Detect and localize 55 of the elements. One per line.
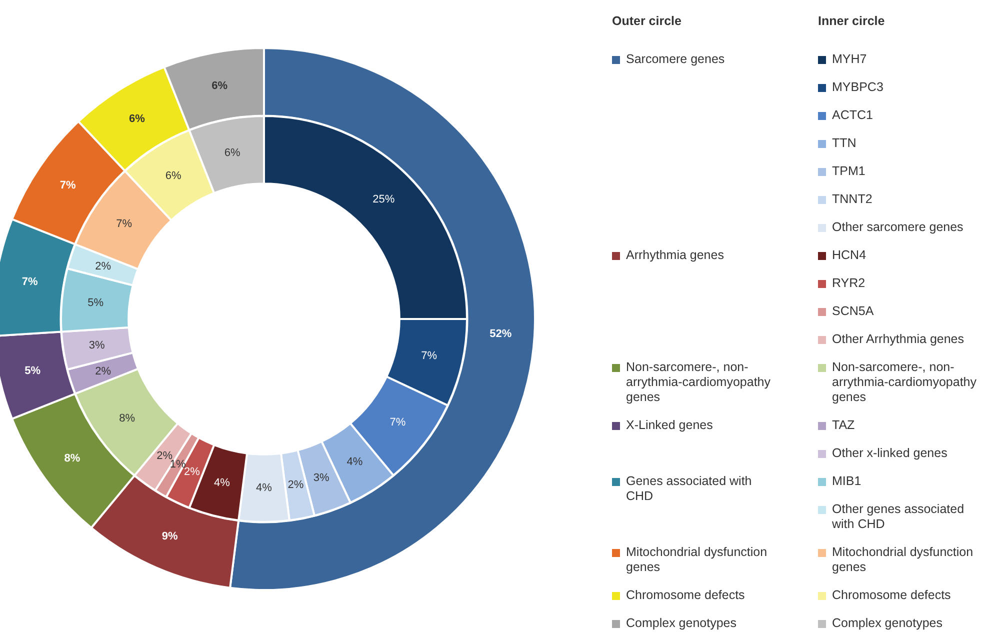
data-label: 2%	[156, 450, 173, 462]
data-label: 7%	[421, 350, 438, 362]
data-label: 7%	[116, 218, 132, 230]
legend-label: Chromosome defects	[832, 588, 951, 603]
legend-label: Arrhythmia genes	[626, 248, 724, 263]
legend-title: Outer circle	[612, 14, 682, 28]
legend-label: TAZ	[832, 418, 855, 433]
legend-label: MYBPC3	[832, 80, 884, 95]
legend-label: Complex genotypes	[626, 616, 736, 631]
data-label: 6%	[165, 170, 182, 182]
legend-label: Sarcomere genes	[626, 52, 725, 67]
legend-label: Other genes associated with CHD	[832, 502, 966, 532]
legend-label: Chromosome defects	[626, 588, 745, 603]
data-label: 4%	[346, 456, 363, 468]
data-label: 25%	[372, 193, 395, 206]
data-label: 6%	[128, 112, 146, 125]
data-label: 6%	[224, 146, 240, 159]
legend-label: HCN4	[832, 248, 866, 263]
data-label: 8%	[64, 452, 80, 464]
legend-label: TNNT2	[832, 192, 872, 207]
legend-label: Genes associated with CHD	[626, 474, 753, 504]
legend-label: Non-sarcomere-, non-arrythmia-cardiomyopathy genes	[832, 360, 978, 405]
legend-label: SCN5A	[832, 304, 874, 319]
data-label: 4%	[214, 476, 230, 489]
data-label: 2%	[288, 479, 304, 492]
legend-title: Inner circle	[818, 14, 886, 28]
legend-label: TPM1	[832, 164, 866, 179]
data-label: 5%	[24, 364, 41, 377]
data-label: 2%	[95, 365, 112, 378]
data-label: 7%	[390, 416, 406, 429]
data-label: 9%	[162, 530, 178, 543]
data-label: 2%	[95, 260, 112, 273]
data-label: 3%	[88, 340, 106, 352]
data-label: 52%	[490, 328, 512, 340]
legend-label: Other x-linked genes	[832, 446, 948, 461]
legend-label: MIB1	[832, 474, 862, 489]
legend-label: MYH7	[832, 52, 867, 67]
legend-label: Non-sarcomere-, non-arrythmia-cardiomyopathy genes	[626, 360, 772, 405]
data-label: 7%	[60, 180, 76, 192]
data-label: 2%	[184, 466, 200, 478]
legend-label: Complex genotypes	[832, 616, 942, 631]
data-label: 8%	[119, 412, 136, 424]
legend-label: ACTC1	[832, 108, 873, 123]
data-label: 4%	[256, 482, 272, 494]
data-label: 7%	[22, 276, 38, 288]
data-label: 6%	[212, 80, 228, 92]
legend-label: TTN	[832, 136, 856, 151]
legend-label: Other sarcomere genes	[832, 220, 964, 235]
data-label: 5%	[88, 297, 104, 310]
legend-label: Mitochondrial dysfunction genes	[832, 545, 974, 575]
legend-label: RYR2	[832, 276, 866, 291]
legend-label: Mitochondrial dysfunction genes	[626, 545, 768, 575]
legend-label: Other Arrhythmia genes	[832, 332, 964, 347]
data-label: 3%	[313, 472, 330, 484]
legend-label: X-Linked genes	[626, 418, 713, 433]
